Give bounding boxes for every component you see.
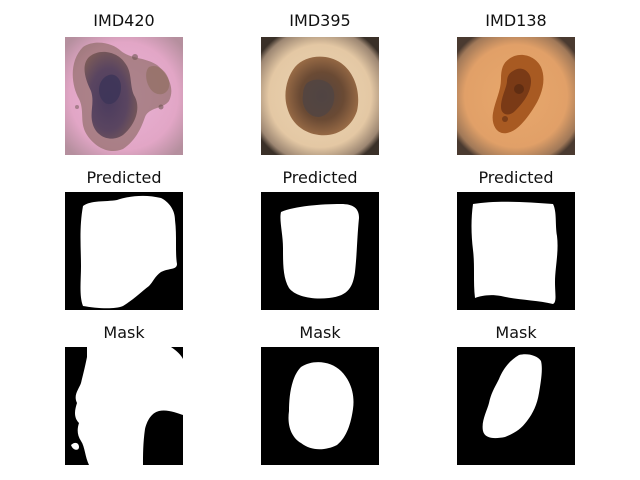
predicted-mask-3 [457,192,575,310]
image-imd395-svg [261,37,379,155]
title-mask-2: Mask [299,323,341,342]
ground-truth-mask-1 [65,347,183,465]
title-imd395: IMD395 [289,11,351,30]
title-mask-1: Mask [103,323,145,342]
image-imd395 [261,37,379,155]
ground-truth-mask-3 [457,347,575,465]
image-imd420-svg [65,37,183,155]
predicted-mask-2-svg [261,192,379,310]
title-predicted-2: Predicted [282,168,358,187]
title-imd420: IMD420 [93,11,155,30]
title-imd138: IMD138 [485,11,547,30]
ground-truth-mask-2 [261,347,379,465]
predicted-mask-1-svg [65,192,183,310]
title-predicted-3: Predicted [478,168,554,187]
ground-truth-mask-2-svg [261,347,379,465]
image-imd420 [65,37,183,155]
ground-truth-mask-3-svg [457,347,575,465]
title-mask-3: Mask [495,323,537,342]
image-imd138 [457,37,575,155]
ground-truth-mask-1-svg [65,347,183,465]
predicted-mask-3-svg [457,192,575,310]
predicted-mask-2 [261,192,379,310]
title-predicted-1: Predicted [86,168,162,187]
predicted-mask-1 [65,192,183,310]
image-imd138-svg [457,37,575,155]
